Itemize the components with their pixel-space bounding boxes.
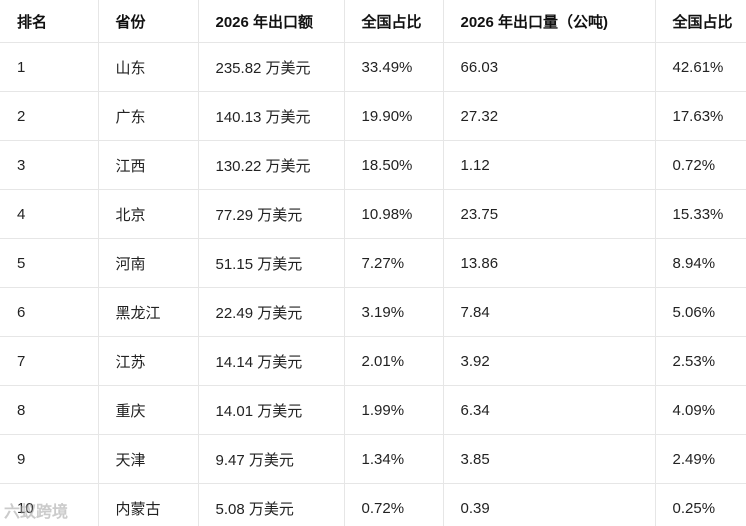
table-cell: 130.22 万美元 <box>198 140 345 190</box>
table-cell: 0.72% <box>655 140 746 190</box>
table-cell: 2.53% <box>655 336 746 386</box>
table-row: 7 江苏 14.14 万美元 2.01% 3.92 2.53% <box>0 336 746 386</box>
table-row: 10 内蒙古 5.08 万美元 0.72% 0.39 0.25% <box>0 483 746 526</box>
table-cell: 0.25% <box>655 483 746 526</box>
table-cell: 14.01 万美元 <box>198 385 345 435</box>
table-cell: 10.98% <box>344 189 444 239</box>
table-cell: 3.85 <box>443 434 656 484</box>
table-cell: 4 <box>0 189 99 239</box>
table-cell: 江西 <box>98 140 199 190</box>
table-cell: 8 <box>0 385 99 435</box>
table-cell: 77.29 万美元 <box>198 189 345 239</box>
table-cell: 1.99% <box>344 385 444 435</box>
table-cell: 18.50% <box>344 140 444 190</box>
column-header: 省份 <box>98 0 199 43</box>
table-cell: 13.86 <box>443 238 656 288</box>
table-cell: 广东 <box>98 91 199 141</box>
table-cell: 14.14 万美元 <box>198 336 345 386</box>
table-cell: 2.01% <box>344 336 444 386</box>
table-cell: 1 <box>0 42 99 92</box>
table-cell: 51.15 万美元 <box>198 238 345 288</box>
table-cell: 3 <box>0 140 99 190</box>
table-cell: 2.49% <box>655 434 746 484</box>
table-cell: 6.34 <box>443 385 656 435</box>
table-cell: 10 <box>0 483 99 526</box>
table-cell: 140.13 万美元 <box>198 91 345 141</box>
table-cell: 3.92 <box>443 336 656 386</box>
table-cell: 0.39 <box>443 483 656 526</box>
table-cell: 9.47 万美元 <box>198 434 345 484</box>
table-cell: 2 <box>0 91 99 141</box>
table-cell: 江苏 <box>98 336 199 386</box>
table-cell: 66.03 <box>443 42 656 92</box>
table-cell: 北京 <box>98 189 199 239</box>
table-row: 6 黑龙江 22.49 万美元 3.19% 7.84 5.06% <box>0 287 746 337</box>
table-cell: 5.08 万美元 <box>198 483 345 526</box>
table-cell: 3.19% <box>344 287 444 337</box>
table-cell: 1.34% <box>344 434 444 484</box>
table-cell: 23.75 <box>443 189 656 239</box>
table-row: 2 广东 140.13 万美元 19.90% 27.32 17.63% <box>0 91 746 141</box>
table-cell: 42.61% <box>655 42 746 92</box>
column-header: 全国占比 <box>655 0 746 43</box>
table-row: 8 重庆 14.01 万美元 1.99% 6.34 4.09% <box>0 385 746 435</box>
column-header: 排名 <box>0 0 99 43</box>
table-cell: 22.49 万美元 <box>198 287 345 337</box>
table-row: 5 河南 51.15 万美元 7.27% 13.86 8.94% <box>0 238 746 288</box>
column-header: 2026 年出口额 <box>198 0 345 43</box>
table-cell: 5.06% <box>655 287 746 337</box>
column-header: 2026 年出口量（公吨) <box>443 0 656 43</box>
table-cell: 9 <box>0 434 99 484</box>
watermark: 六蚁跨境 <box>4 504 69 521</box>
table-cell: 内蒙古 <box>98 483 199 526</box>
table-cell: 4.09% <box>655 385 746 435</box>
table-row: 1 山东 235.82 万美元 33.49% 66.03 42.61% <box>0 42 746 92</box>
table-row: 4 北京 77.29 万美元 10.98% 23.75 15.33% <box>0 189 746 239</box>
table-cell: 235.82 万美元 <box>198 42 345 92</box>
table-cell: 27.32 <box>443 91 656 141</box>
table-cell: 7.84 <box>443 287 656 337</box>
table-cell: 黑龙江 <box>98 287 199 337</box>
table-cell: 8.94% <box>655 238 746 288</box>
table-cell: 33.49% <box>344 42 444 92</box>
column-header: 全国占比 <box>344 0 444 43</box>
table-cell: 0.72% <box>344 483 444 526</box>
table-cell: 5 <box>0 238 99 288</box>
table-cell: 19.90% <box>344 91 444 141</box>
table-cell: 7 <box>0 336 99 386</box>
table-cell: 7.27% <box>344 238 444 288</box>
table-cell: 天津 <box>98 434 199 484</box>
header-row: 排名 省份 2026 年出口额 全国占比 2026 年出口量（公吨) 全国占比 <box>0 0 746 43</box>
table-cell: 重庆 <box>98 385 199 435</box>
table-cell: 17.63% <box>655 91 746 141</box>
table-row: 3 江西 130.22 万美元 18.50% 1.12 0.72% <box>0 140 746 190</box>
table-cell: 山东 <box>98 42 199 92</box>
table-cell: 15.33% <box>655 189 746 239</box>
table-cell: 1.12 <box>443 140 656 190</box>
table-body: 1 山东 235.82 万美元 33.49% 66.03 42.61% 2 广东 140.13 … <box>0 42 746 526</box>
table-row: 9 天津 9.47 万美元 1.34% 3.85 2.49% <box>0 434 746 484</box>
table-cell: 河南 <box>98 238 199 288</box>
table-cell: 6 <box>0 287 99 337</box>
